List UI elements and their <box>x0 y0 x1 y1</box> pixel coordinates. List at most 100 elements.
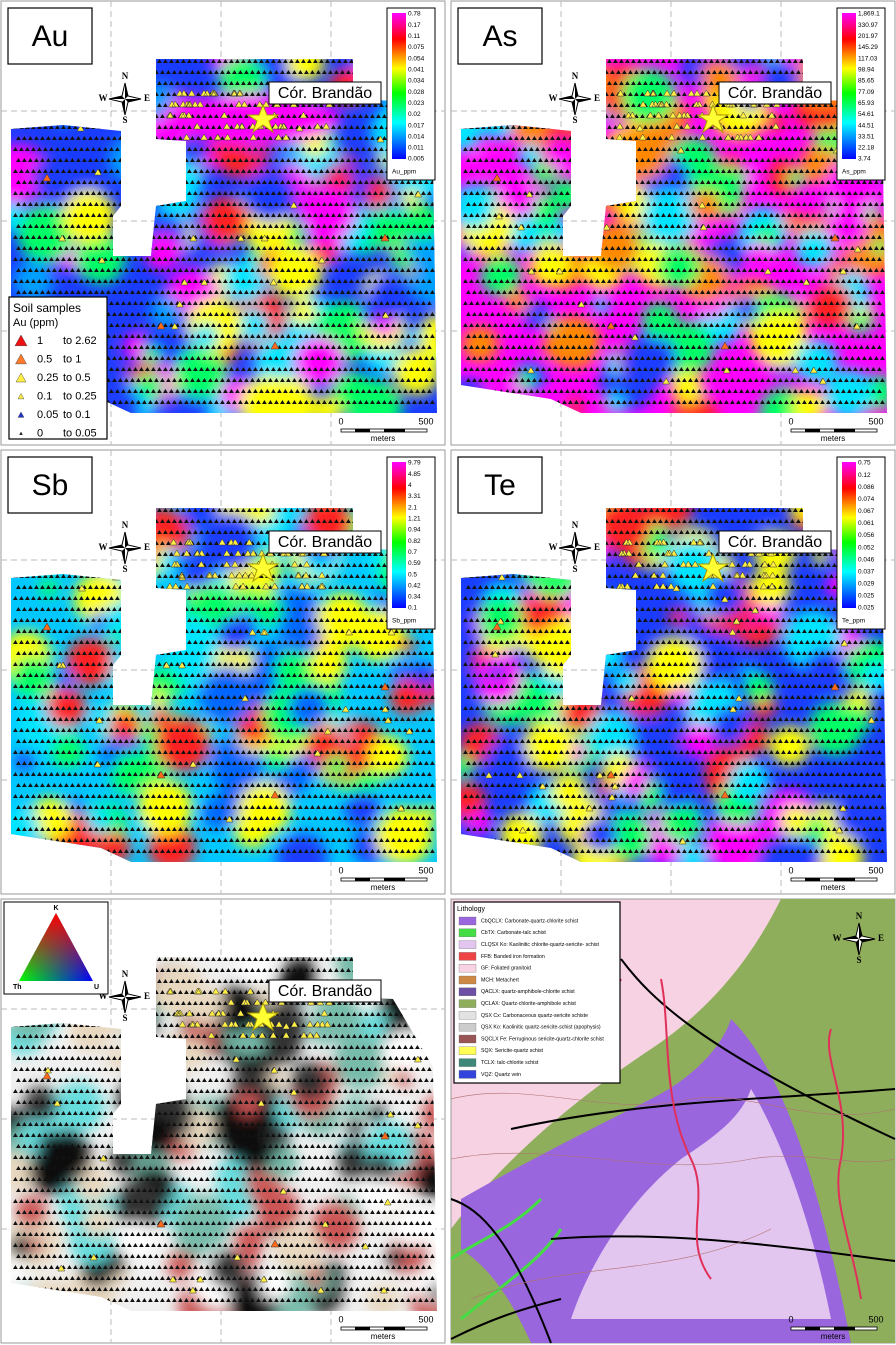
heat-blob <box>659 775 693 809</box>
color-ramp <box>392 13 406 159</box>
scale-bar-fill <box>384 1327 405 1330</box>
heat-blob <box>605 393 625 413</box>
sample-row <box>13 345 432 349</box>
sample-row <box>16 1254 435 1258</box>
litho-swatch <box>458 964 477 973</box>
ternary-top: K <box>53 905 58 912</box>
heat-blob <box>11 1260 26 1284</box>
compass-e: E <box>594 93 600 103</box>
ramp-label: 0.17 <box>408 22 421 29</box>
heat-blob <box>47 688 87 728</box>
heat-blob <box>214 986 262 1034</box>
heat-blob <box>367 736 409 777</box>
sample-row <box>13 706 432 710</box>
soil-symbol <box>17 411 25 418</box>
heat-blob <box>150 295 181 326</box>
compass-n: N <box>572 71 579 81</box>
ramp-label: 0.005 <box>408 156 425 163</box>
heat-blob <box>75 1168 110 1203</box>
heat-blob <box>202 196 249 244</box>
ramp-label: 0.78 <box>408 11 421 18</box>
heat-blob <box>487 663 506 682</box>
heat-blob <box>826 260 846 280</box>
soil-symbol <box>17 393 25 400</box>
sample-row <box>16 1056 435 1060</box>
litho-label: FFB: Banded iron formation <box>481 954 545 960</box>
sample-row <box>16 739 435 743</box>
heat-blob <box>522 720 575 773</box>
ramp-label: 0.025 <box>858 593 875 600</box>
heat-blob <box>27 1237 44 1254</box>
litho-swatch <box>458 928 477 937</box>
ramp-label: 0.028 <box>408 89 425 96</box>
heat-blob <box>689 190 721 222</box>
heat-blob <box>410 254 437 307</box>
heat-blob <box>839 705 871 737</box>
ramp-label: 0.074 <box>858 496 875 503</box>
heat-blob <box>220 141 253 174</box>
ramp-label: 44.51 <box>858 122 875 129</box>
locality-label: Cór. Brandão <box>728 85 822 102</box>
sample-row <box>466 202 885 206</box>
heat-blob <box>290 1062 329 1101</box>
litho-label: TCLX: talc-chlorite schist <box>481 1060 539 1066</box>
locality-label: Cór. Brandão <box>728 534 822 551</box>
litho-swatch <box>458 987 477 996</box>
locality-label: Cór. Brandão <box>278 85 372 102</box>
sample-row <box>466 739 885 743</box>
sample-row <box>16 1166 435 1170</box>
sample-row <box>466 629 885 633</box>
sample-row <box>463 345 882 349</box>
heat-blob <box>239 375 298 413</box>
scale-bar-fill <box>805 878 820 881</box>
sample-row <box>13 389 432 393</box>
compass-s: S <box>572 115 577 125</box>
litho-label: MCH: Metachert <box>481 977 519 983</box>
heat-blob <box>678 395 718 413</box>
heat-blob <box>356 1010 387 1041</box>
sample-row <box>16 1210 435 1214</box>
compass-s: S <box>572 564 577 574</box>
heat-blob <box>11 655 55 699</box>
compass-e: E <box>144 542 150 552</box>
heat-blob <box>671 403 692 413</box>
ramp-label: 117.03 <box>858 55 878 62</box>
heat-blob <box>136 372 164 399</box>
sample-row <box>16 1298 435 1302</box>
litho-swatch <box>458 1070 477 1079</box>
scale-bar-fill <box>384 878 405 881</box>
heat-blob <box>415 1159 437 1198</box>
sample-row <box>13 838 432 842</box>
sample-row <box>16 585 435 589</box>
ramp-label: 0.054 <box>408 55 425 62</box>
heat-blob <box>150 708 172 729</box>
ramp-label: 0.42 <box>408 582 421 589</box>
heat-blob <box>641 302 679 339</box>
sample-row <box>13 1045 432 1049</box>
soil-from: 1 <box>37 335 43 347</box>
sample-row <box>463 838 882 842</box>
sample-row <box>463 794 882 798</box>
sample-row <box>16 1276 435 1280</box>
sample-row <box>13 1287 432 1291</box>
litho-swatch <box>458 1034 477 1044</box>
litho-swatch <box>458 1058 477 1067</box>
scale-start: 0 <box>338 1314 343 1324</box>
locality-label: Cór. Brandão <box>278 983 372 1000</box>
sample-row <box>16 629 435 633</box>
color-ramp <box>842 13 856 159</box>
compass-w: W <box>549 93 558 103</box>
soil-symbol <box>14 334 28 346</box>
sample-row <box>463 279 882 283</box>
element-box <box>457 7 543 65</box>
heat-blob <box>276 833 328 862</box>
sample-row <box>16 761 435 765</box>
sample-row <box>13 1155 432 1159</box>
heat-blob <box>385 1248 405 1268</box>
ramp-label: 54.61 <box>858 111 875 118</box>
sample-row <box>466 290 885 294</box>
scale-end: 500 <box>868 416 883 426</box>
compass-w: W <box>99 991 108 1001</box>
heat-blob <box>744 165 767 188</box>
